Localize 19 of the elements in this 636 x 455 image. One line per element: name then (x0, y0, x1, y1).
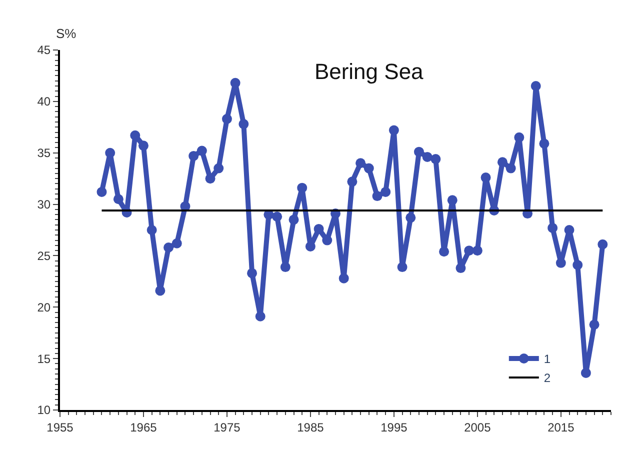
x-tick-label: 1995 (380, 420, 408, 434)
legend-label: 2 (544, 371, 551, 386)
x-tick-label: 2005 (464, 420, 492, 434)
y-tick-label: 45 (37, 43, 51, 58)
y-tick-label: 15 (37, 352, 51, 366)
chart-title: Bering Sea (314, 59, 424, 84)
y-tick-label: 20 (37, 300, 51, 314)
legend-label: 1 (544, 352, 551, 366)
x-tick-label: 1965 (130, 420, 158, 434)
y-tick-label: 35 (37, 146, 51, 160)
x-tick-label: 1975 (214, 420, 241, 434)
y-tick-label: 40 (37, 94, 51, 109)
x-tick-label: 1985 (297, 420, 324, 434)
y-axis-title: S% (56, 26, 77, 41)
x-tick-label: 1955 (46, 420, 74, 434)
x-tick-label: 2015 (548, 420, 575, 434)
y-tick-label: 30 (37, 197, 51, 212)
y-tick-label: 10 (37, 403, 51, 418)
y-tick-label: 25 (37, 248, 51, 263)
